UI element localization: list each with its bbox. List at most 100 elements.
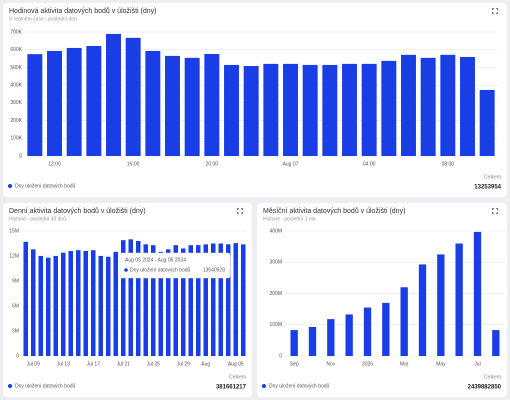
y-tick-label: 200K xyxy=(10,118,22,124)
x-tick-label: 08:00 xyxy=(442,161,455,167)
bar xyxy=(204,53,220,156)
bar xyxy=(283,63,298,157)
bar xyxy=(243,66,259,156)
y-tick-label: 0 xyxy=(16,353,19,359)
panel-title: Denní aktivita datových bodů v úložišti … xyxy=(9,207,146,215)
bar xyxy=(492,330,500,356)
bar xyxy=(47,50,62,156)
bar xyxy=(401,54,416,157)
x-tick-label: Jul 09 xyxy=(27,361,41,367)
total-label: Celkem xyxy=(484,174,501,180)
y-tick-label: 400K xyxy=(10,82,22,88)
bar xyxy=(125,37,141,156)
bar xyxy=(211,243,216,356)
bar xyxy=(166,249,171,356)
bar xyxy=(173,245,178,356)
bar xyxy=(479,89,495,156)
bar xyxy=(361,63,377,157)
bar xyxy=(196,245,201,356)
x-tick-label: Aug 07 xyxy=(283,161,299,167)
y-tick-label: 300M xyxy=(269,260,282,266)
bar xyxy=(418,264,427,356)
panel: Měsíční aktivita datových bodů v úložišt… xyxy=(257,203,507,397)
x-tick-label: Aug xyxy=(201,361,210,367)
bar xyxy=(143,244,148,356)
bar xyxy=(345,314,353,356)
bar xyxy=(363,307,372,356)
bar xyxy=(420,57,436,157)
legend-marker xyxy=(8,384,12,388)
bar xyxy=(53,256,58,356)
bar xyxy=(23,241,28,356)
y-tick-label: 6M xyxy=(12,303,19,309)
panel: Hodinová aktivita datových bodů v úložiš… xyxy=(3,3,507,197)
bar xyxy=(31,249,36,356)
bar xyxy=(76,250,81,356)
bar xyxy=(437,254,445,356)
bar xyxy=(46,257,51,356)
bar xyxy=(91,250,96,356)
tooltip-marker xyxy=(124,268,128,272)
bar xyxy=(165,55,180,156)
bar xyxy=(145,50,161,156)
expand-icon[interactable] xyxy=(237,208,243,214)
bar xyxy=(184,57,200,157)
y-tick-label: 3M xyxy=(12,328,19,334)
y-tick-label: 300K xyxy=(10,100,22,106)
bar xyxy=(158,251,163,356)
x-tick-label: 20:00 xyxy=(206,161,219,167)
bar xyxy=(226,244,231,356)
y-tick-label: 700K xyxy=(10,29,22,35)
expand-icon[interactable] xyxy=(492,8,498,14)
x-tick-label: 16:00 xyxy=(127,161,140,167)
panel-subtitle: V reálném čase - poslední den xyxy=(9,16,77,22)
tooltip-series: Dny uložení datových bodů xyxy=(130,266,191,273)
bar xyxy=(224,64,239,156)
y-tick-label: 100K xyxy=(10,136,22,142)
x-tick-label: May xyxy=(436,361,446,367)
y-tick-label: 0 xyxy=(19,153,22,159)
x-tick-label: Aug 05 xyxy=(228,361,244,367)
x-tick-label: Jul xyxy=(474,361,480,367)
bar xyxy=(151,245,156,356)
x-tick-label: Jul 25 xyxy=(147,361,161,367)
total-value: 13253954 xyxy=(474,185,501,191)
bar xyxy=(455,243,463,356)
x-tick-label: Mar xyxy=(400,361,409,367)
bar xyxy=(241,244,246,356)
y-tick-label: 12M xyxy=(9,253,19,259)
bar xyxy=(181,248,186,356)
panel-title: Měsíční aktivita datových bodů v úložišt… xyxy=(263,207,405,215)
y-tick-label: 400M xyxy=(269,228,282,234)
icon-shape xyxy=(492,8,498,14)
tooltip-value: 13540928 xyxy=(203,267,225,273)
total-value: 381661217 xyxy=(216,385,247,391)
bar xyxy=(327,319,335,356)
y-tick-label: 100M xyxy=(269,322,282,328)
bar xyxy=(473,231,482,356)
bar xyxy=(381,60,397,157)
y-tick-label: 15M xyxy=(9,228,19,234)
bar xyxy=(38,256,43,356)
bar xyxy=(66,47,82,156)
bar xyxy=(290,330,298,356)
legend-marker xyxy=(8,184,12,188)
bar xyxy=(263,63,279,157)
chart: Denní aktivita datových bodů v úložišti … xyxy=(8,207,247,391)
legend-label: Dny uložení datových bodů xyxy=(15,182,76,189)
expand-icon[interactable] xyxy=(492,208,498,214)
panel: Denní aktivita datových bodů v úložišti … xyxy=(3,203,252,397)
bar xyxy=(440,54,456,157)
x-tick-label: Jul 13 xyxy=(57,361,71,367)
total-value: 2439882850 xyxy=(468,385,502,391)
tooltip: Aug 05 2024 - Aug 06 2024 Dny uložení dat… xyxy=(119,252,231,279)
panel-subtitle: Historie - poslední 1 rok xyxy=(263,216,316,222)
y-tick-label: 500K xyxy=(10,65,22,71)
bar xyxy=(83,251,88,356)
x-tick-label: 2026 xyxy=(362,361,373,367)
bar xyxy=(106,256,111,356)
x-tick-label: 12:00 xyxy=(48,161,61,167)
bar xyxy=(322,64,338,156)
bar xyxy=(128,239,133,356)
